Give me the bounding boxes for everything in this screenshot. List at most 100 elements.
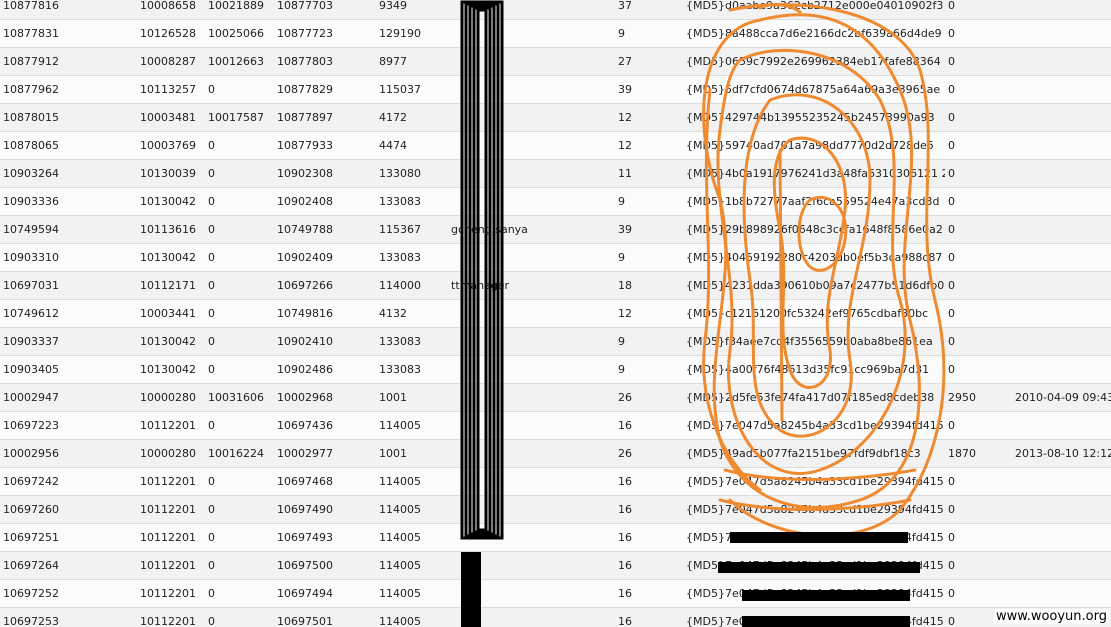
table-cell: 10697264 bbox=[0, 551, 137, 580]
table-cell: 4132 bbox=[376, 299, 448, 328]
table-row[interactable]: 10903264 10130039 0 10902308 133080 11 {MD5}4b… bbox=[0, 159, 1111, 188]
table-row[interactable]: 10697223 10112201 0 10697436 114005 16 {MD5}7e… bbox=[0, 411, 1111, 440]
table-cell: 10130042 bbox=[137, 243, 205, 272]
table-cell: 10902308 bbox=[274, 159, 376, 188]
table-cell: 26 bbox=[615, 439, 683, 468]
table-row[interactable]: 10877816 10008658 10021889 10877703 9349 37 {M… bbox=[0, 0, 1111, 20]
table-cell: 133083 bbox=[376, 243, 448, 272]
table-cell: 114000 bbox=[376, 271, 448, 300]
table-row[interactable]: 10877912 10008287 10012663 10877803 8977 27 {M… bbox=[0, 47, 1111, 76]
table-cell: 0 bbox=[205, 159, 274, 188]
table-row[interactable]: 10878065 10003769 0 10877933 4474 12 {MD5}5974… bbox=[0, 131, 1111, 160]
table-cell: 0 bbox=[945, 215, 1012, 244]
table-cell: {MD5}7e047d5a8245b4a33cd1be29394fd415 bbox=[683, 607, 945, 627]
table-cell: 0 bbox=[945, 551, 1012, 580]
table-row[interactable]: 10878015 10003481 10017587 10877897 4172 12 {M… bbox=[0, 103, 1111, 132]
table-row[interactable]: 10697031 10112171 0 10697266 114000 ttmanager… bbox=[0, 271, 1111, 300]
table-cell: 0 bbox=[205, 327, 274, 356]
table-row[interactable]: 10697242 10112201 0 10697468 114005 16 {MD5}7e… bbox=[0, 467, 1111, 496]
table-row[interactable]: 10749612 10003441 0 10749816 4132 12 {MD5}c121… bbox=[0, 299, 1111, 328]
table-row[interactable]: 10877962 10113257 0 10877829 115037 39 {MD5}5d… bbox=[0, 75, 1111, 104]
table-row[interactable]: 10697252 10112201 0 10697494 114005 16 {MD5}7e… bbox=[0, 579, 1111, 608]
table-cell: {MD5}7e047d5a8245b4a33cd1be29394fd415 bbox=[683, 579, 945, 608]
table-cell bbox=[1012, 159, 1111, 188]
table-cell: 10902410 bbox=[274, 327, 376, 356]
table-cell: 10130039 bbox=[137, 159, 205, 188]
table-cell: 10697252 bbox=[0, 579, 137, 608]
table-row[interactable]: 10697264 10112201 0 10697500 114005 16 {MD5}7e… bbox=[0, 551, 1111, 580]
table-cell: 10902486 bbox=[274, 355, 376, 384]
table-cell: 10877962 bbox=[0, 75, 137, 104]
table-row[interactable]: 10002956 10000280 10016224 10002977 1001 26 {M… bbox=[0, 439, 1111, 468]
table-cell bbox=[1012, 355, 1111, 384]
table-cell: 10112201 bbox=[137, 551, 205, 580]
table-cell: 10903336 bbox=[0, 187, 137, 216]
table-cell bbox=[448, 327, 615, 356]
table-cell: {MD5}f84aee7cd4f3556559b0aba8be861ea bbox=[683, 327, 945, 356]
table-cell: 10002947 bbox=[0, 383, 137, 412]
table-cell: 10877816 bbox=[0, 0, 137, 20]
table-cell: 10697493 bbox=[274, 523, 376, 552]
table-row[interactable]: 10903405 10130042 0 10902486 133083 9 {MD5}4a0… bbox=[0, 355, 1111, 384]
table-cell: 10877829 bbox=[274, 75, 376, 104]
table-cell: 10130042 bbox=[137, 327, 205, 356]
table-cell bbox=[448, 103, 615, 132]
table-cell: 10113257 bbox=[137, 75, 205, 104]
table-cell: 10903337 bbox=[0, 327, 137, 356]
table-cell: 10017587 bbox=[205, 103, 274, 132]
table-cell: 10112201 bbox=[137, 467, 205, 496]
table-cell: {MD5}49ad5b077fa2151be97fdf9dbf18c3 bbox=[683, 439, 945, 468]
table-row[interactable]: 10877831 10126528 10025066 10877723 129190 9{… bbox=[0, 19, 1111, 48]
table-cell: 0 bbox=[945, 243, 1012, 272]
table-row[interactable]: 10749594 10113616 0 10749788 115367 gcheng.sa… bbox=[0, 215, 1111, 244]
table-cell: 10749788 bbox=[274, 215, 376, 244]
table-cell: {MD5}1b8b72777aaf2f6ca559524e47a3cd3d bbox=[683, 187, 945, 216]
table-cell bbox=[1012, 19, 1111, 48]
table-row[interactable]: 10697253 10112201 0 10697501 114005 16 {MD5}7e… bbox=[0, 607, 1111, 627]
table-row[interactable]: 10903337 10130042 0 10902410 133083 9 {MD5}f84… bbox=[0, 327, 1111, 356]
table-cell: 0 bbox=[945, 0, 1012, 20]
table-cell: 10878015 bbox=[0, 103, 137, 132]
table-cell bbox=[448, 523, 615, 552]
table-cell: 0 bbox=[945, 271, 1012, 300]
table-cell: 10112201 bbox=[137, 411, 205, 440]
table-cell: 10112201 bbox=[137, 607, 205, 627]
table-cell: {MD5}d0aabe9a362cb2712e000e04010902f3 bbox=[683, 0, 945, 20]
table-cell: 8977 bbox=[376, 47, 448, 76]
table-cell bbox=[1012, 131, 1111, 160]
table-cell: 10697436 bbox=[274, 411, 376, 440]
table-row[interactable]: 10697251 10112201 0 10697493 114005 16 {MD5}7e… bbox=[0, 523, 1111, 552]
table-cell bbox=[448, 439, 615, 468]
table-row[interactable]: 10903336 10130042 0 10902408 133083 9 {MD5}1b8… bbox=[0, 187, 1111, 216]
table-row[interactable]: 10002947 10000280 10031606 10002968 1001 26 {M… bbox=[0, 383, 1111, 412]
table-cell: 114005 bbox=[376, 551, 448, 580]
table-cell: 37 bbox=[615, 0, 683, 20]
table-cell: 115037 bbox=[376, 75, 448, 104]
table-row[interactable]: 10903310 10130042 0 10902409 133083 9 {MD5}404… bbox=[0, 243, 1111, 272]
table-cell: 0 bbox=[945, 159, 1012, 188]
table-cell: {MD5}7e047d5a8245b4a33cd1be29394fd415 bbox=[683, 551, 945, 580]
table-cell bbox=[1012, 271, 1111, 300]
table-cell: 114005 bbox=[376, 607, 448, 627]
table-cell bbox=[448, 411, 615, 440]
table-cell bbox=[448, 159, 615, 188]
table-cell: 0 bbox=[205, 271, 274, 300]
table-cell: 10112201 bbox=[137, 579, 205, 608]
table-cell: 10697253 bbox=[0, 607, 137, 627]
table-cell: 0 bbox=[205, 187, 274, 216]
table-cell: {MD5}8a488cca7d6e2166dc2bf639a66d4de9 bbox=[683, 19, 945, 48]
table-cell: 114005 bbox=[376, 495, 448, 524]
table-cell: {MD5}4231dda390610b09a7c2477b51d6dfb0 bbox=[683, 271, 945, 300]
table-cell: 10749816 bbox=[274, 299, 376, 328]
table-row[interactable]: 10697260 10112201 0 10697490 114005 16 {MD5}7e… bbox=[0, 495, 1111, 524]
table-cell: 39 bbox=[615, 215, 683, 244]
table-cell: 11 bbox=[615, 159, 683, 188]
table-cell: {MD5}0659c7992e269962384eb17fafe88364 bbox=[683, 47, 945, 76]
table-cell: 12 bbox=[615, 131, 683, 160]
table-cell bbox=[448, 19, 615, 48]
table-cell: 10697266 bbox=[274, 271, 376, 300]
table-cell: 10000280 bbox=[137, 383, 205, 412]
table-cell: 4474 bbox=[376, 131, 448, 160]
table-cell bbox=[1012, 299, 1111, 328]
